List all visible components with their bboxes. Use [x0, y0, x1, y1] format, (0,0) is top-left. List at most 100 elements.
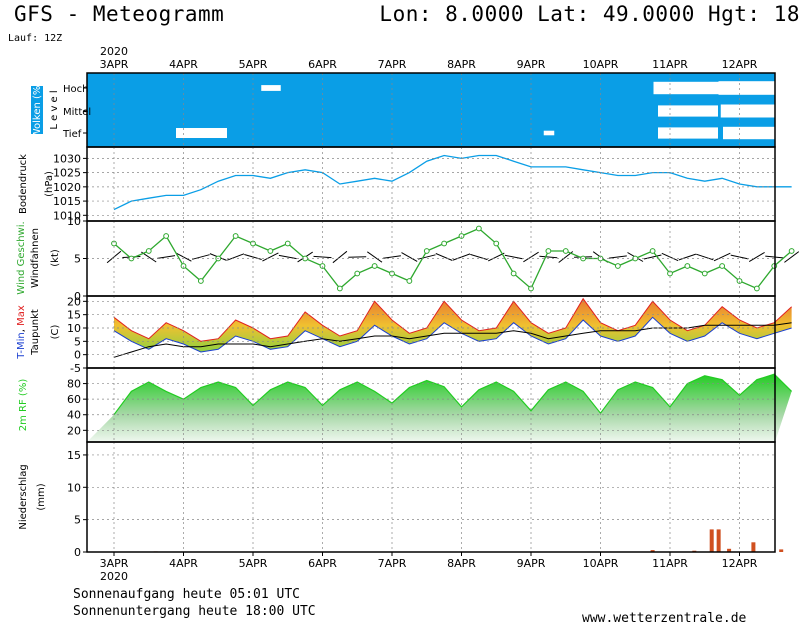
y-tick-label: 5 [74, 514, 81, 527]
wind-speed-point [789, 249, 794, 254]
cloud-level-ylabel: L e v e l [49, 90, 60, 129]
wind-speed-point [146, 249, 151, 254]
y-tick-label: 10 [67, 215, 81, 228]
wind-barb-ylabel-text: Windfahnen [30, 228, 41, 288]
x-tick-label-bottom: 6APR [308, 557, 337, 570]
year-label-bottom: 2020 [100, 570, 128, 583]
wind-speed-point [407, 279, 412, 284]
cloud-ylabel: Wolken (%) [31, 82, 43, 139]
y-tick-label: 20 [67, 424, 81, 437]
dewpoint-ylabel: Taupunkt [30, 309, 41, 356]
y-tick-label: 10 [67, 322, 81, 335]
wind-barb [348, 257, 366, 258]
x-tick-label-bottom: 8APR [447, 557, 476, 570]
x-tick-label-bottom: 5APR [239, 557, 268, 570]
wind-barb [192, 255, 209, 260]
wind-speed-point [268, 249, 273, 254]
wind-speed-point [563, 249, 568, 254]
tmin-label: T-Min [16, 332, 27, 360]
wind-barb-ylabel: Windfahnen [30, 228, 41, 288]
year-label-top: 2020 [100, 45, 128, 58]
x-tick-label-top: 12APR [722, 58, 758, 71]
wind-speed-point [198, 279, 203, 284]
cloud-cover-patch [658, 127, 718, 138]
cloud-ylabel-text: Wolken (%) [32, 82, 43, 139]
x-tick-label-top: 8APR [447, 58, 476, 71]
temperature-ylabel-text: T-Min, Max [16, 305, 27, 360]
wind-barb [262, 253, 278, 261]
wind-barb [367, 252, 382, 262]
wind-unit-label-text: (kt) [50, 249, 61, 267]
precip-bar [717, 529, 721, 552]
wind-speed-point [754, 286, 759, 291]
cloud-cover-patch [723, 127, 792, 139]
x-tick-label-top: 9APR [517, 58, 546, 71]
x-tick-label-top: 4APR [169, 58, 198, 71]
wind-barb [749, 252, 764, 261]
precip-ylabel-text: Niederschlag [18, 464, 29, 529]
dewpoint-ylabel-text: Taupunkt [30, 309, 41, 356]
x-tick-label-bottom: 7APR [378, 557, 407, 570]
wind-speed-point [355, 271, 360, 276]
wind-speed-point [650, 249, 655, 254]
precip-unit-label: (mm) [36, 483, 47, 510]
y-tick-label: 0 [74, 546, 81, 559]
temperature-ylabel: T-Min, Max [16, 305, 27, 360]
y-tick-label: 1025 [53, 167, 81, 180]
wind-speed-point [285, 241, 290, 246]
y-tick-label: 40 [67, 409, 81, 422]
cloud-level-label: Hoch [63, 84, 88, 95]
wind-barb [402, 253, 418, 262]
wind-speed-point [720, 264, 725, 269]
pressure-line [114, 156, 792, 210]
x-tick-label-top: 10APR [583, 58, 619, 71]
precip-bar [779, 549, 783, 552]
wind-barb [157, 256, 175, 259]
wind-speed-point [494, 241, 499, 246]
wind-speed-point [233, 234, 238, 239]
x-tick-label-bottom: 11APR [652, 557, 688, 570]
wind-speed-point [424, 249, 429, 254]
sunrise-text: Sonnenaufgang heute 05:01 UTC [73, 587, 300, 602]
sunset-text: Sonnenuntergang heute 18:00 UTC [73, 604, 316, 619]
wind-ylabel-text: Wind Geschwi. [16, 221, 27, 294]
wind-barb [333, 251, 347, 262]
wind-speed-point [476, 226, 481, 231]
x-tick-label-bottom: 12APR [722, 557, 758, 570]
y-tick-label: 60 [67, 393, 81, 406]
wind-barb [714, 253, 730, 261]
wind-speed-point [685, 264, 690, 269]
cloud-level-ylabel-text: L e v e l [49, 90, 60, 129]
y-tick-label: 1020 [53, 181, 81, 194]
cloud-cover-patch [721, 105, 795, 118]
y-tick-label: 10 [67, 481, 81, 494]
wind-barb [227, 254, 244, 260]
wind-barb [436, 254, 453, 261]
pressure-unit-label: (hPa) [44, 171, 55, 197]
wind-speed-point [372, 264, 377, 269]
precip-bar [751, 542, 755, 552]
y-tick-label: 0 [74, 349, 81, 362]
pressure-ylabel-text: Bodendruck [18, 154, 29, 214]
cloud-cover-patch [658, 105, 718, 116]
x-tick-label-top: 5APR [239, 58, 268, 71]
wind-speed-point [164, 234, 169, 239]
pressure-ylabel: Bodendruck [18, 154, 29, 214]
precip-bar [710, 529, 714, 552]
website-credit: www.wetterzentrale.de [582, 611, 746, 626]
pressure-panel-border [87, 147, 775, 221]
x-tick-label-bottom: 10APR [583, 557, 619, 570]
y-tick-label: 1030 [53, 152, 81, 165]
x-tick-label-bottom: 4APR [169, 557, 198, 570]
wind-barb [279, 255, 297, 258]
wind-speed-point [511, 271, 516, 276]
wind-barb [679, 254, 696, 260]
wind-speed-point [337, 286, 342, 291]
wind-unit-label: (kt) [50, 249, 61, 267]
temperature-unit-label: (C) [50, 325, 61, 340]
wind-speed-point [615, 264, 620, 269]
precip-ylabel: Niederschlag [18, 464, 29, 529]
temperature-unit-label-text: (C) [50, 325, 61, 340]
y-tick-label: 15 [67, 309, 81, 322]
